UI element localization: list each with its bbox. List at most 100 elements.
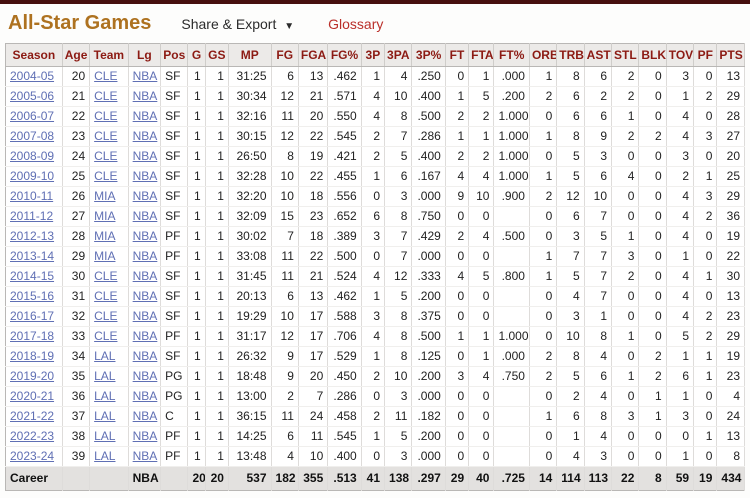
- league-link[interactable]: NBA: [132, 429, 158, 443]
- league-link[interactable]: NBA: [132, 89, 158, 103]
- glossary-link[interactable]: Glossary: [328, 15, 384, 32]
- stat-cell: 28: [716, 106, 745, 127]
- stat-cell: CLE: [89, 126, 129, 147]
- stat-cell: 1: [187, 186, 206, 207]
- team-link[interactable]: CLE: [94, 149, 118, 163]
- team-link[interactable]: LAL: [94, 449, 116, 463]
- league-link[interactable]: NBA: [132, 249, 158, 263]
- league-link[interactable]: NBA: [132, 149, 158, 163]
- team-link[interactable]: CLE: [94, 89, 118, 103]
- column-header-trb[interactable]: TRB: [556, 43, 585, 67]
- season-link[interactable]: 2013-14: [10, 249, 55, 263]
- season-link[interactable]: 2009-10: [10, 169, 55, 183]
- league-link[interactable]: NBA: [132, 209, 158, 223]
- league-link[interactable]: NBA: [132, 309, 158, 323]
- league-link[interactable]: NBA: [132, 269, 158, 283]
- season-link[interactable]: 2017-18: [10, 329, 55, 343]
- stat-cell: PF: [160, 226, 189, 247]
- column-header-ast[interactable]: AST: [584, 43, 613, 67]
- stat-cell: 26:32: [228, 346, 272, 367]
- team-link[interactable]: MIA: [94, 189, 116, 203]
- season-link[interactable]: 2011-12: [10, 209, 54, 223]
- team-link[interactable]: LAL: [94, 389, 116, 403]
- team-link[interactable]: CLE: [94, 289, 118, 303]
- team-link[interactable]: LAL: [94, 409, 116, 423]
- league-link[interactable]: NBA: [132, 109, 158, 123]
- column-header-3ppct[interactable]: 3P%: [411, 43, 446, 67]
- column-header-fta[interactable]: FTA: [468, 43, 495, 67]
- league-link[interactable]: NBA: [132, 189, 158, 203]
- season-link[interactable]: 2023-24: [10, 449, 55, 463]
- season-link[interactable]: 2015-16: [10, 289, 55, 303]
- column-header-mp[interactable]: MP: [228, 43, 272, 67]
- season-row: 2022-23 38 LAL NBA PF 1 1 14:25 6 11.545 1 5.200 0 0 0…: [5, 426, 745, 447]
- season-link[interactable]: 2010-11: [10, 189, 54, 203]
- column-header-tov[interactable]: TOV: [666, 43, 695, 67]
- column-header-pts[interactable]: PTS: [716, 43, 745, 67]
- season-link[interactable]: 2018-19: [10, 349, 55, 363]
- stat-cell: 7: [384, 126, 413, 147]
- column-header-fgpct[interactable]: FG%: [327, 43, 362, 67]
- column-header-fg[interactable]: FG: [271, 43, 299, 67]
- season-link[interactable]: 2016-17: [10, 309, 55, 323]
- team-link[interactable]: MIA: [94, 249, 116, 263]
- team-link[interactable]: MIA: [94, 229, 116, 243]
- stat-cell: 1: [205, 306, 229, 327]
- season-link[interactable]: 2006-07: [10, 109, 55, 123]
- season-row: 2016-17 32 CLE NBA SF 1 1 19:29 10 17.588 3 8.375 0 0…: [5, 306, 745, 327]
- team-link[interactable]: CLE: [94, 309, 118, 323]
- season-link[interactable]: 2022-23: [10, 429, 55, 443]
- team-link[interactable]: CLE: [94, 129, 118, 143]
- league-link[interactable]: NBA: [132, 69, 158, 83]
- team-link[interactable]: CLE: [94, 269, 118, 283]
- league-link[interactable]: NBA: [132, 329, 158, 343]
- column-header-pos[interactable]: Pos: [160, 43, 189, 67]
- column-header-fga[interactable]: FGA: [298, 43, 329, 67]
- stat-cell: 5: [384, 146, 413, 167]
- team-link[interactable]: CLE: [94, 169, 118, 183]
- team-link[interactable]: MIA: [94, 209, 116, 223]
- column-header-3p[interactable]: 3P: [361, 43, 386, 67]
- column-header-team[interactable]: Team: [89, 43, 129, 67]
- team-link[interactable]: LAL: [94, 349, 116, 363]
- season-link[interactable]: 2007-08: [10, 129, 55, 143]
- column-header-lg[interactable]: Lg: [128, 43, 162, 67]
- season-link[interactable]: 2008-09: [10, 149, 55, 163]
- league-link[interactable]: NBA: [132, 409, 158, 423]
- column-header-3pa[interactable]: 3PA: [384, 43, 413, 67]
- season-link[interactable]: 2019-20: [10, 369, 55, 383]
- team-link[interactable]: CLE: [94, 69, 118, 83]
- league-link[interactable]: NBA: [132, 449, 158, 463]
- stat-cell: SF: [160, 286, 189, 307]
- team-link[interactable]: CLE: [94, 109, 118, 123]
- season-link[interactable]: 2021-22: [10, 409, 55, 423]
- share-export-menu[interactable]: Share & Export ▼: [181, 16, 294, 32]
- league-link[interactable]: NBA: [132, 349, 158, 363]
- column-header-season[interactable]: Season: [5, 43, 63, 67]
- season-link[interactable]: 2012-13: [10, 229, 55, 243]
- team-link[interactable]: LAL: [94, 369, 116, 383]
- league-link[interactable]: NBA: [132, 129, 158, 143]
- column-header-ft[interactable]: FT: [445, 43, 470, 67]
- column-header-orb[interactable]: ORB: [529, 43, 558, 67]
- stat-cell: 0: [445, 346, 470, 367]
- column-header-ftpct[interactable]: FT%: [493, 43, 530, 67]
- column-header-age[interactable]: Age: [62, 43, 91, 67]
- league-link[interactable]: NBA: [132, 229, 158, 243]
- league-link[interactable]: NBA: [132, 369, 158, 383]
- season-link[interactable]: 2020-21: [10, 389, 55, 403]
- season-link[interactable]: 2005-06: [10, 89, 55, 103]
- league-link[interactable]: NBA: [132, 289, 158, 303]
- column-header-blk[interactable]: BLK: [638, 43, 667, 67]
- season-link[interactable]: 2004-05: [10, 69, 55, 83]
- column-header-gs[interactable]: GS: [205, 43, 229, 67]
- team-link[interactable]: LAL: [94, 429, 116, 443]
- column-header-stl[interactable]: STL: [611, 43, 640, 67]
- league-link[interactable]: NBA: [132, 169, 158, 183]
- column-header-pf[interactable]: PF: [693, 43, 718, 67]
- stat-cell: 12: [271, 86, 299, 107]
- team-link[interactable]: CLE: [94, 329, 118, 343]
- season-link[interactable]: 2014-15: [10, 269, 55, 283]
- league-link[interactable]: NBA: [132, 389, 158, 403]
- column-header-g[interactable]: G: [187, 43, 206, 67]
